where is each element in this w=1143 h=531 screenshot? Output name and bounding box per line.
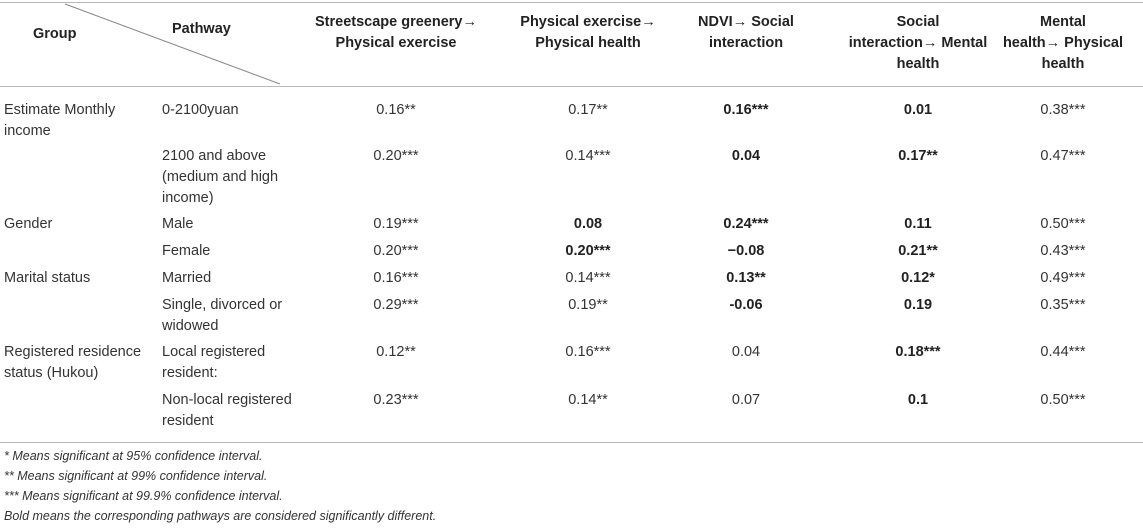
row-5-value-col-2: 0.14*** bbox=[565, 270, 611, 286]
row-3-value-col-5: 0.50*** bbox=[1040, 216, 1086, 232]
row-6-value-col-5: 0.35*** bbox=[1040, 297, 1086, 313]
row-2-value-col-5: 0.47*** bbox=[1040, 148, 1086, 164]
row-8-pathway: Non-local registered resident bbox=[162, 392, 292, 429]
header-group: Group bbox=[33, 26, 77, 42]
row-8-value-col-2: 0.14** bbox=[568, 392, 608, 408]
row-1-group: Estimate Monthly income bbox=[4, 102, 116, 139]
row-4-value-col-4: 0.21** bbox=[898, 243, 938, 259]
header-pathway: Pathway bbox=[172, 21, 231, 37]
footnote-4: Bold means the corresponding pathways ar… bbox=[4, 509, 437, 523]
header-column-1: Streetscape greenery→ Physical exercise bbox=[315, 14, 477, 51]
row-2-value-col-3: 0.04 bbox=[731, 148, 761, 164]
row-3-pathway: Male bbox=[162, 216, 194, 232]
row-7-pathway: Local registered resident: bbox=[162, 344, 266, 381]
row-3-value-col-1: 0.19*** bbox=[373, 216, 419, 232]
row-5-pathway: Married bbox=[162, 270, 212, 286]
row-1-value-col-3: 0.16*** bbox=[723, 102, 769, 118]
footnote-1: * Means significant at 95% confidence in… bbox=[4, 449, 263, 463]
row-6-value-col-4: 0.19 bbox=[903, 297, 933, 313]
header-column-2: Physical exercise→ Physical health bbox=[520, 14, 656, 51]
row-8-value-col-3: 0.07 bbox=[731, 392, 761, 408]
row-8-value-col-5: 0.50*** bbox=[1040, 392, 1086, 408]
header-column-4: Social interaction→ Mental health bbox=[848, 14, 988, 72]
footnote-2: ** Means significant at 99% confidence i… bbox=[4, 469, 268, 483]
header-diagonal-line bbox=[64, 3, 281, 85]
table-header-rule bbox=[0, 86, 1143, 87]
row-5-value-col-3: 0.13** bbox=[726, 270, 766, 286]
row-5-value-col-1: 0.16*** bbox=[373, 270, 419, 286]
row-7-value-col-5: 0.44*** bbox=[1040, 344, 1086, 360]
row-3-value-col-4: 0.11 bbox=[904, 216, 932, 232]
row-7-value-col-4: 0.18*** bbox=[895, 344, 941, 360]
row-3-value-col-3: 0.24*** bbox=[723, 216, 769, 232]
row-3-group: Gender bbox=[4, 216, 53, 232]
table-top-rule bbox=[0, 2, 1143, 3]
row-6-value-col-3: -0.06 bbox=[729, 297, 763, 313]
row-4-value-col-2: 0.20*** bbox=[565, 243, 611, 259]
row-7-value-col-3: 0.04 bbox=[731, 344, 761, 360]
row-6-value-col-1: 0.29*** bbox=[373, 297, 419, 313]
row-4-value-col-5: 0.43*** bbox=[1040, 243, 1086, 259]
row-5-group: Marital status bbox=[4, 270, 91, 286]
row-4-value-col-1: 0.20*** bbox=[373, 243, 419, 259]
row-4-pathway: Female bbox=[162, 243, 211, 259]
row-1-value-col-4: 0.01 bbox=[903, 102, 933, 118]
row-5-value-col-5: 0.49*** bbox=[1040, 270, 1086, 286]
row-4-value-col-3: −0.08 bbox=[727, 243, 765, 259]
row-2-pathway: 2100 and above (medium and high income) bbox=[162, 148, 279, 206]
row-7-value-col-2: 0.16*** bbox=[565, 344, 611, 360]
row-7-value-col-1: 0.12** bbox=[376, 344, 416, 360]
row-5-value-col-4: 0.12* bbox=[901, 270, 935, 286]
footnote-3: *** Means significant at 99.9% confidenc… bbox=[4, 489, 283, 503]
row-1-value-col-5: 0.38*** bbox=[1040, 102, 1086, 118]
row-1-value-col-2: 0.17** bbox=[568, 102, 608, 118]
row-1-value-col-1: 0.16** bbox=[376, 102, 416, 118]
row-8-value-col-4: 0.1 bbox=[907, 392, 929, 408]
row-7-group: Registered residence status (Hukou) bbox=[4, 344, 142, 381]
table-bottom-rule bbox=[0, 442, 1143, 443]
header-column-5: Mental health→ Physical health bbox=[1002, 14, 1124, 72]
row-2-value-col-2: 0.14*** bbox=[565, 148, 611, 164]
row-3-value-col-2: 0.08 bbox=[573, 216, 603, 232]
row-6-value-col-2: 0.19** bbox=[568, 297, 608, 313]
row-8-value-col-1: 0.23*** bbox=[373, 392, 419, 408]
row-1-pathway: 0-2100yuan bbox=[162, 102, 239, 118]
row-2-value-col-1: 0.20*** bbox=[373, 148, 419, 164]
row-2-value-col-4: 0.17** bbox=[898, 148, 938, 164]
header-column-3: NDVI→ Social interaction bbox=[698, 14, 794, 51]
row-6-pathway: Single, divorced or widowed bbox=[162, 297, 283, 334]
